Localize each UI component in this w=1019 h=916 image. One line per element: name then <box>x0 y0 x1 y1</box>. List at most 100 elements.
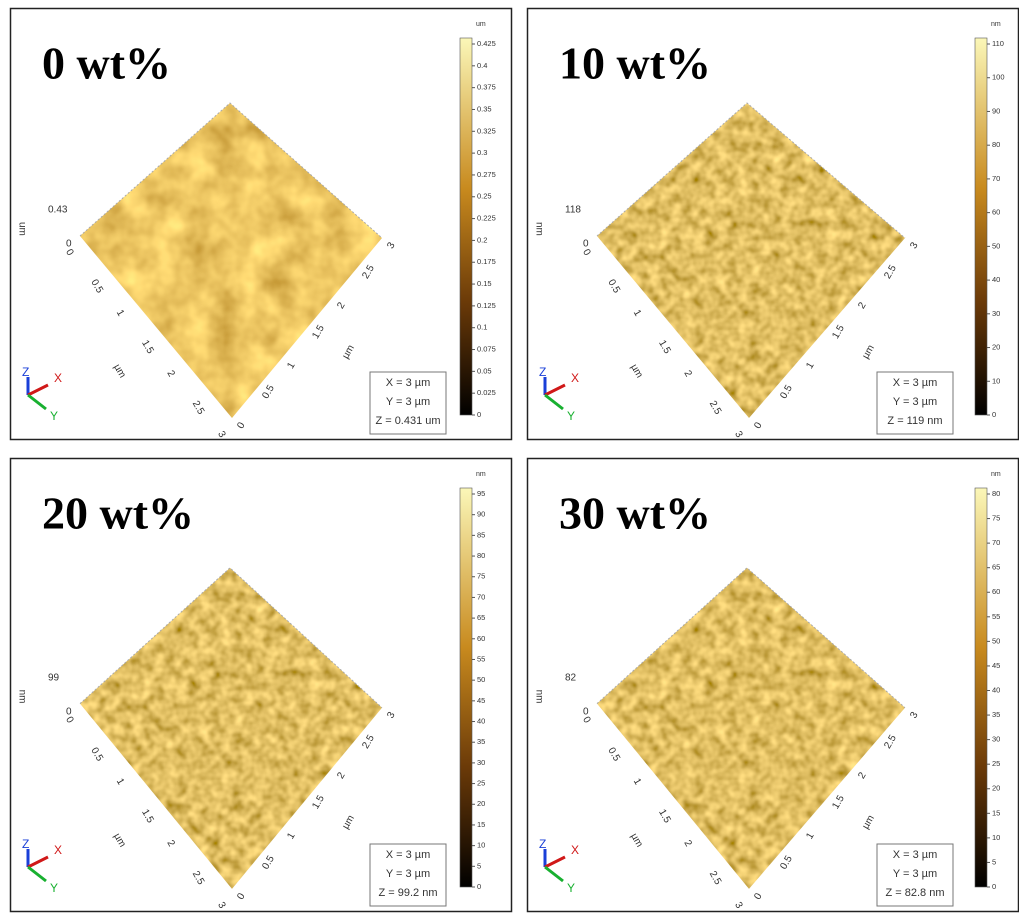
colorbar-tick-label: 50 <box>992 636 1000 645</box>
colorbar-tick-label: 0.225 <box>477 214 496 223</box>
colorbar-tick-label: 30 <box>992 309 1000 318</box>
colorbar-tick-label: 0.4 <box>477 61 487 70</box>
colorbar-tick-label: 70 <box>992 174 1000 183</box>
colorbar-tick-label: 55 <box>477 654 485 663</box>
triad-label: Z <box>22 365 29 379</box>
colorbar-tick-label: 0 <box>992 410 996 419</box>
colorbar-tick-label: 0 <box>477 882 481 891</box>
colorbar-tick-label: 35 <box>992 710 1000 719</box>
colorbar <box>975 38 987 415</box>
colorbar-tick-label: 75 <box>992 514 1000 523</box>
colorbar-tick-label: 0.25 <box>477 192 492 201</box>
panel: 0 wt%0.430um000.50.5111.51.5222.52.533µm… <box>11 9 512 441</box>
colorbar-tick-label: 15 <box>992 808 1000 817</box>
figure: 0 wt%0.430um000.50.5111.51.5222.52.533µm… <box>0 0 1019 916</box>
panel: 20 wt%990nm000.50.5111.51.5222.52.533µmµ… <box>11 459 512 912</box>
triad-label: Y <box>50 409 58 423</box>
panel: 30 wt%820nm000.50.5111.51.5222.52.533µmµ… <box>528 459 1019 912</box>
info-line: Y = 3 µm <box>893 396 937 408</box>
triad-label: Z <box>539 365 546 379</box>
colorbar-tick-label: 0 <box>477 410 481 419</box>
colorbar-tick-label: 65 <box>992 563 1000 572</box>
triad-label: X <box>571 371 579 385</box>
z-unit-label: um <box>16 222 27 236</box>
triad-label: X <box>54 843 62 857</box>
info-line: Y = 3 µm <box>386 396 430 408</box>
colorbar-tick-label: 90 <box>992 106 1000 115</box>
colorbar-tick-label: 0.375 <box>477 83 496 92</box>
colorbar-tick-label: 0.025 <box>477 388 496 397</box>
info-line: Y = 3 µm <box>893 868 937 880</box>
colorbar <box>460 38 472 415</box>
colorbar-tick-label: 10 <box>477 841 485 850</box>
colorbar-tick-label: 40 <box>992 685 1000 694</box>
colorbar-tick-label: 0.175 <box>477 257 496 266</box>
colorbar-unit: nm <box>476 471 486 478</box>
info-line: Y = 3 µm <box>386 868 430 880</box>
colorbar-tick-label: 25 <box>477 779 485 788</box>
colorbar-tick-label: 0.05 <box>477 366 492 375</box>
info-line: Z = 82.8 nm <box>885 887 944 899</box>
colorbar-tick-label: 80 <box>477 551 485 560</box>
colorbar-tick-label: 0.3 <box>477 148 487 157</box>
colorbar-tick-label: 45 <box>992 661 1000 670</box>
info-line: X = 3 µm <box>893 377 938 389</box>
colorbar-tick-label: 85 <box>477 530 485 539</box>
colorbar-tick-label: 110 <box>992 39 1004 48</box>
info-line: X = 3 µm <box>893 849 938 861</box>
colorbar-tick-label: 0.2 <box>477 235 487 244</box>
page: 0 wt%0.430um000.50.5111.51.5222.52.533µm… <box>0 0 1019 916</box>
colorbar-tick-label: 35 <box>477 737 485 746</box>
colorbar-tick-label: 45 <box>477 696 485 705</box>
colorbar-tick-label: 60 <box>477 634 485 643</box>
panel-label: 20 wt% <box>42 488 194 539</box>
colorbar-tick-label: 95 <box>477 489 485 498</box>
colorbar-tick-label: 70 <box>992 538 1000 547</box>
colorbar-tick-label: 60 <box>992 587 1000 596</box>
panel: 10 wt%1180nm000.50.5111.51.5222.52.533µm… <box>528 9 1019 441</box>
colorbar-tick-label: 25 <box>992 759 1000 768</box>
z-unit-label: nm <box>533 690 544 704</box>
colorbar <box>460 488 472 887</box>
colorbar-tick-label: 20 <box>477 799 485 808</box>
info-line: Z = 0.431 um <box>375 415 440 427</box>
colorbar-tick-label: 0.075 <box>477 345 496 354</box>
colorbar-unit: um <box>476 21 486 28</box>
z-max-label: 0.43 <box>48 205 68 216</box>
colorbar-tick-label: 80 <box>992 489 1000 498</box>
colorbar-tick-label: 5 <box>477 861 481 870</box>
colorbar-tick-label: 5 <box>992 857 996 866</box>
colorbar-tick-label: 0.275 <box>477 170 496 179</box>
colorbar <box>975 488 987 887</box>
panel-label: 30 wt% <box>559 488 711 539</box>
z-unit-label: nm <box>533 222 544 236</box>
info-line: Z = 99.2 nm <box>378 887 437 899</box>
colorbar-tick-label: 60 <box>992 208 1000 217</box>
z-max-label: 99 <box>48 672 60 683</box>
z-unit-label: nm <box>16 690 27 704</box>
colorbar-tick-label: 15 <box>477 820 485 829</box>
colorbar-tick-label: 0.15 <box>477 279 492 288</box>
z-max-label: 118 <box>565 205 581 216</box>
info-line: X = 3 µm <box>386 377 431 389</box>
triad-label: X <box>571 843 579 857</box>
colorbar-tick-label: 30 <box>477 758 485 767</box>
colorbar-tick-label: 75 <box>477 572 485 581</box>
triad-label: X <box>54 371 62 385</box>
colorbar-unit: nm <box>991 21 1001 28</box>
colorbar-tick-label: 0.425 <box>477 39 496 48</box>
colorbar-tick-label: 0.35 <box>477 104 492 113</box>
colorbar-tick-label: 0.325 <box>477 126 496 135</box>
colorbar-tick-label: 65 <box>477 613 485 622</box>
colorbar-tick-label: 100 <box>992 73 1005 82</box>
triad-label: Y <box>567 409 575 423</box>
colorbar-tick-label: 10 <box>992 833 1000 842</box>
triad-label: Y <box>567 881 575 895</box>
colorbar-tick-label: 30 <box>992 735 1000 744</box>
triad-label: Y <box>50 881 58 895</box>
colorbar-tick-label: 70 <box>477 592 485 601</box>
panel-label: 0 wt% <box>42 38 171 89</box>
colorbar-tick-label: 0.125 <box>477 301 496 310</box>
colorbar-tick-label: 20 <box>992 784 1000 793</box>
colorbar-tick-label: 0.1 <box>477 323 487 332</box>
